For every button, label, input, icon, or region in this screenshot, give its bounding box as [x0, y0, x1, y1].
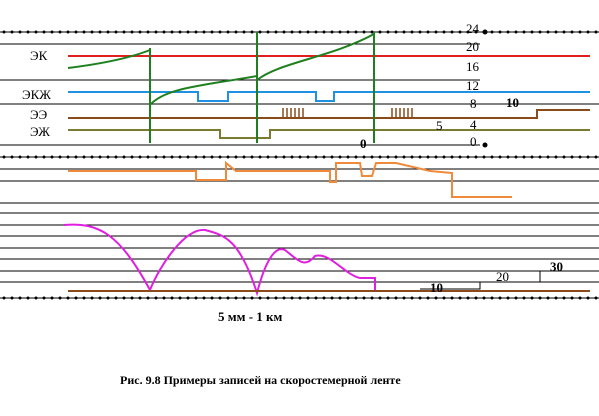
- scale-label: 24: [466, 21, 480, 36]
- track-label: ЭК: [30, 48, 48, 63]
- scale-label: 20: [466, 39, 479, 54]
- track-label: ЭКЖ: [22, 87, 51, 102]
- scale-label: 8: [470, 96, 477, 111]
- scale-label: 0: [470, 134, 477, 149]
- grid: [0, 30, 599, 300]
- annotation: 10: [506, 95, 519, 110]
- annotation: 20: [496, 269, 509, 284]
- annotation: 5: [436, 118, 443, 133]
- dot-markers: [482, 29, 488, 148]
- annotation: 10: [430, 280, 443, 295]
- scale-label: 4: [470, 117, 477, 132]
- annotation: 30: [550, 259, 563, 274]
- caption: Рис. 9.8 Примеры записей на скоростемерн…: [120, 373, 401, 387]
- scale-note: 5 мм - 1 км: [218, 309, 283, 324]
- track-label: ЭЭ: [30, 107, 48, 122]
- annotation: 0: [360, 136, 367, 151]
- records: [63, 32, 590, 297]
- scale-label: 12: [466, 78, 479, 93]
- scale-label: 16: [466, 59, 480, 74]
- track-label: ЭЖ: [30, 124, 50, 139]
